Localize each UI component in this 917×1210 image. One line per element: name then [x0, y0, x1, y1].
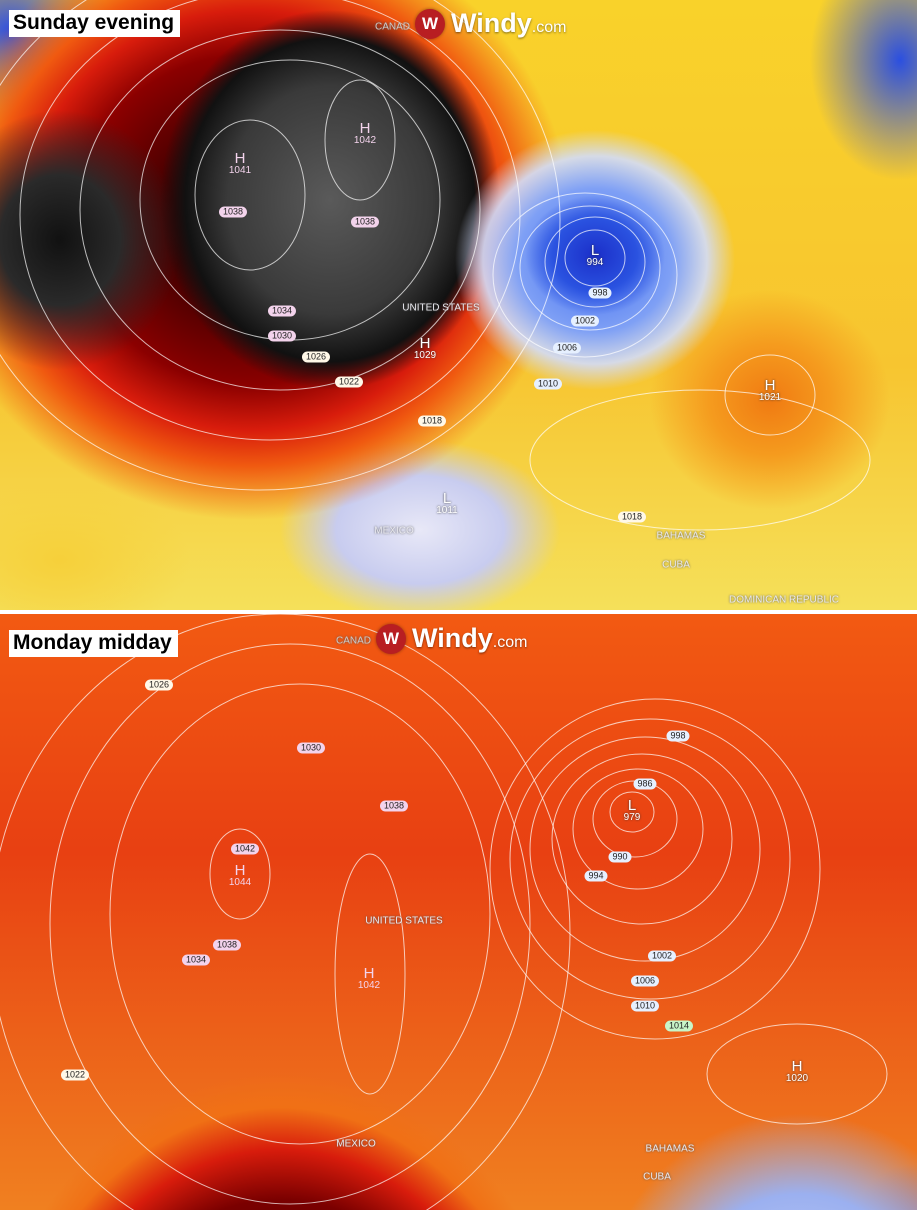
isobar-label: 1022 [60, 1069, 90, 1081]
isobar-label: 1026 [301, 351, 331, 363]
isobar-label: 1010 [533, 378, 563, 390]
isobar-label: 986 [633, 778, 657, 790]
place-label: MEXICO [374, 525, 414, 537]
place-label: CUBA [643, 1171, 671, 1183]
place-label: CUBA [662, 559, 690, 571]
isobar-label: 1006 [552, 342, 582, 354]
pressure-center: H 1029 [413, 335, 437, 361]
isobar-label: 1038 [218, 206, 248, 218]
pressure-center: L 979 [623, 797, 641, 823]
isobar-label: 1006 [630, 975, 660, 987]
place-label: CANAD [335, 635, 371, 647]
isobar-label: 1010 [630, 1000, 660, 1012]
isobar-label: 1022 [334, 376, 364, 388]
pressure-center: H 1020 [785, 1058, 809, 1084]
place-label: MEXICO [336, 1138, 376, 1150]
pressure-center: H 1042 [353, 120, 377, 146]
isobar-lines [0, 614, 888, 1210]
place-label: DOMINICAN REPUBLIC [728, 594, 840, 606]
isobar-label: 1034 [181, 954, 211, 966]
map-panel-sunday-evening: Sunday evening W Windy .com CANAD UNITED … [0, 0, 917, 610]
isobar-label: 1018 [617, 511, 647, 523]
isobar-label: 1014 [664, 1020, 694, 1032]
windy-logo: W Windy .com [376, 623, 527, 654]
windy-logo: W Windy .com [415, 8, 566, 39]
place-label: UNITED STATES [365, 915, 443, 927]
isobar-label: 1038 [212, 939, 242, 951]
pressure-center: L 1011 [436, 490, 458, 516]
isobar-label: 998 [588, 287, 612, 299]
isobar-label: 1034 [267, 305, 297, 317]
place-label: BAHAMAS [656, 530, 706, 542]
pressure-center: H 1041 [228, 150, 252, 176]
isobar-label: 1002 [570, 315, 600, 327]
windy-logo-icon: W [415, 8, 445, 39]
panel-title: Monday midday [9, 630, 178, 657]
pressure-center: H 1021 [758, 377, 782, 403]
pressure-center: H 1044 [228, 862, 252, 888]
panel-divider [0, 610, 917, 614]
isobar-label: 1018 [417, 415, 447, 427]
isobar-label: 1026 [144, 679, 174, 691]
isobar-label: 1038 [350, 216, 380, 228]
isobar-label: 990 [608, 851, 632, 863]
isobar-label: 998 [666, 730, 690, 742]
isobar-label: 1042 [230, 843, 260, 855]
isobar-label: 1030 [267, 330, 297, 342]
isobar-label: 1002 [647, 950, 677, 962]
place-label: UNITED STATES [402, 302, 480, 314]
pressure-center: L 994 [586, 242, 604, 268]
pressure-center: H 1042 [357, 965, 381, 991]
panel-title: Sunday evening [9, 10, 181, 37]
map-panel-monday-midday: Monday midday W Windy .com CANAD UNITED S… [0, 614, 917, 1210]
windy-logo-icon: W [376, 623, 406, 654]
place-label: CANAD [374, 21, 410, 33]
isobar-label: 1038 [379, 800, 409, 812]
isobar-label: 1030 [296, 742, 326, 754]
isobar-label: 994 [584, 870, 608, 882]
place-label: BAHAMAS [645, 1143, 695, 1155]
